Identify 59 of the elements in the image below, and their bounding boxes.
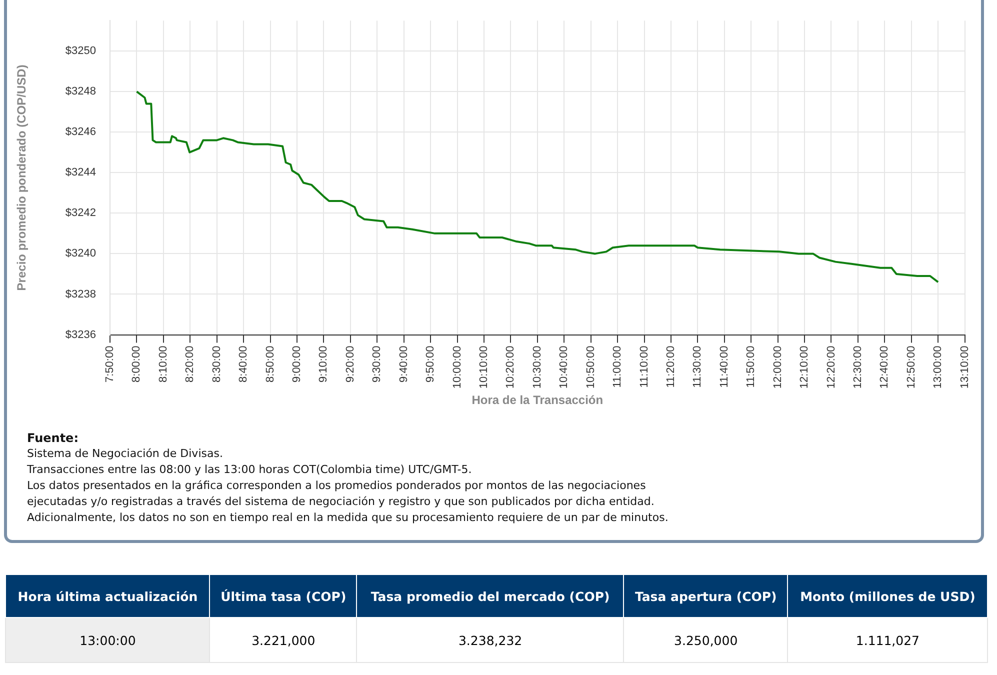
- x-tick-label: 11:30:00: [692, 346, 704, 388]
- category-label: Tasa promedio del mercado (COP): [356, 574, 624, 618]
- x-tick-label: 10:10:00: [478, 346, 490, 389]
- text: 3.238,232: [356, 618, 624, 662]
- y-tick-label: $3238: [65, 288, 96, 300]
- text: Los datos presentados en la gráfica corresponden a los promedios ponderados por montos de las negociaciones: [27, 478, 647, 494]
- x-tick-label: 9:00:00: [291, 346, 304, 382]
- x-tick-label: 10:20:00: [504, 346, 517, 389]
- x-tick-label: 9:20:00: [344, 346, 356, 382]
- y-tick-label: $3250: [65, 45, 96, 58]
- x-tick-label: 10:50:00: [584, 346, 597, 389]
- text: 3.250,000: [624, 618, 788, 662]
- x-tick-label: 12:00:00: [772, 346, 784, 389]
- category-label: Última tasa (COP): [210, 574, 357, 618]
- category-label: Monto (millones de USD): [788, 574, 988, 618]
- text: Sistema de Negociación de Divisas.: [27, 446, 224, 462]
- y-tick-label: $3246: [65, 126, 96, 138]
- x-tick-label: 8:30:00: [210, 346, 223, 382]
- x-tick-label: 12:40:00: [878, 346, 891, 389]
- y-tick-label: $3240: [65, 248, 96, 260]
- x-tick-label: 12:30:00: [852, 346, 864, 389]
- category-label: Hora última actualización: [6, 574, 210, 618]
- x-tick-label: 8:20:00: [184, 346, 196, 382]
- x-axis-title: Hora de la Transacción: [472, 393, 604, 408]
- text: 13:00:00: [6, 618, 210, 662]
- x-tick-label: 11:50:00: [745, 346, 758, 388]
- x-tick-label: 8:10:00: [157, 346, 170, 382]
- x-tick-label: 9:30:00: [371, 346, 384, 382]
- x-tick-label: 8:50:00: [264, 346, 276, 382]
- y-axis-title: Precio promedio ponderado (COP/USD): [14, 64, 29, 291]
- text: Adicionalmente, los datos no son en tiempo real en la medida que su procesamiento requiere de un par de minutos.: [27, 510, 668, 526]
- x-tick-label: 13:00:00: [932, 346, 944, 389]
- y-tick-label: $3244: [65, 166, 96, 179]
- source-note: Fuente:: [27, 430, 80, 446]
- text: Transacciones entre las 08:00 y las 13:00 horas COT(Colombia time) UTC/GMT-5.: [27, 462, 473, 478]
- text: 1.111,027: [788, 618, 988, 662]
- x-tick-label: 12:50:00: [905, 346, 918, 389]
- text: 3.221,000: [210, 618, 357, 662]
- x-tick-label: 12:10:00: [798, 346, 811, 389]
- category-label: Tasa apertura (COP): [624, 574, 788, 618]
- text: ejecutadas y/o registradas a través del sistema de negociación y registro y que son publicados por dicha entidad.: [27, 494, 656, 510]
- x-tick-label: 8:00:00: [130, 346, 143, 382]
- x-tick-label: 10:00:00: [451, 346, 464, 389]
- x-tick-label: 11:00:00: [612, 346, 624, 388]
- x-tick-label: 11:20:00: [664, 346, 677, 388]
- x-tick-label: 13:10:00: [958, 346, 971, 389]
- y-tick-label: $3236: [65, 328, 96, 341]
- x-tick-label: 12:20:00: [825, 346, 838, 389]
- x-tick-label: 10:30:00: [531, 346, 544, 389]
- x-tick-label: 9:50:00: [424, 346, 437, 382]
- x-tick-label: 11:40:00: [718, 346, 730, 388]
- x-tick-label: 9:40:00: [398, 346, 410, 382]
- x-tick-label: 7:50:00: [104, 346, 116, 382]
- x-tick-label: 10:40:00: [558, 346, 570, 389]
- x-tick-label: 9:10:00: [318, 346, 330, 382]
- x-tick-label: 8:40:00: [238, 346, 250, 382]
- x-tick-label: 11:10:00: [638, 346, 650, 388]
- y-tick-label: $3242: [65, 207, 96, 220]
- y-tick-label: $3248: [65, 86, 96, 98]
